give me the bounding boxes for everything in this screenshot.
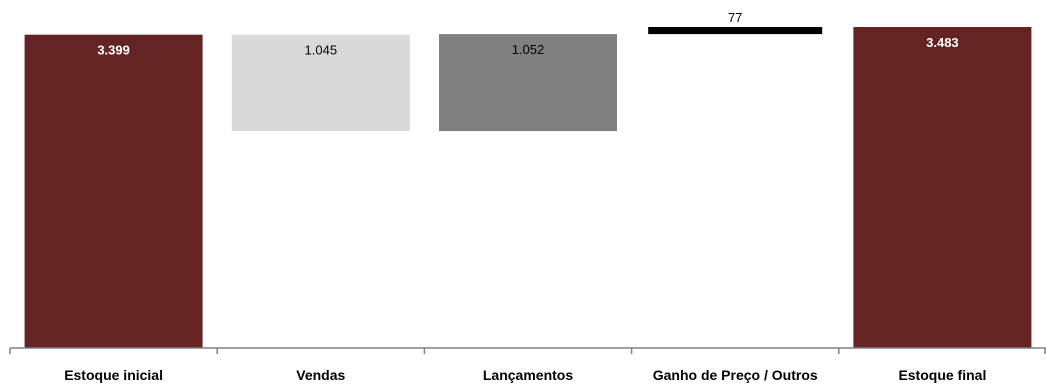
x-axis xyxy=(9,347,1046,354)
bar-estoque-inicial xyxy=(24,34,203,348)
bar-estoque-final xyxy=(853,27,1032,348)
value-label-ganho-de-preco-outros: 77 xyxy=(728,10,742,25)
value-label-lancamentos: 1.052 xyxy=(512,42,545,57)
category-label-estoque-final: Estoque final xyxy=(898,367,986,383)
category-label-lancamentos: Lançamentos xyxy=(483,367,573,383)
bar-lancamentos xyxy=(439,34,617,132)
bar-ganho-de-preco-outros xyxy=(648,27,823,35)
category-label-estoque-inicial: Estoque inicial xyxy=(64,367,163,383)
value-label-vendas: 1.045 xyxy=(305,43,338,58)
value-labels-group: 3.399 1.045 1.052 77 3.483 xyxy=(97,10,958,58)
category-label-ganho-de-preco-outros: Ganho de Preço / Outros xyxy=(653,367,818,383)
category-labels-group: Estoque inicial Vendas Lançamentos Ganho de… xyxy=(64,367,986,383)
value-label-estoque-final: 3.483 xyxy=(926,35,959,50)
bar-vendas xyxy=(231,34,410,132)
category-label-vendas: Vendas xyxy=(296,367,345,383)
value-label-estoque-inicial: 3.399 xyxy=(97,43,130,58)
bars-group xyxy=(24,27,1032,348)
